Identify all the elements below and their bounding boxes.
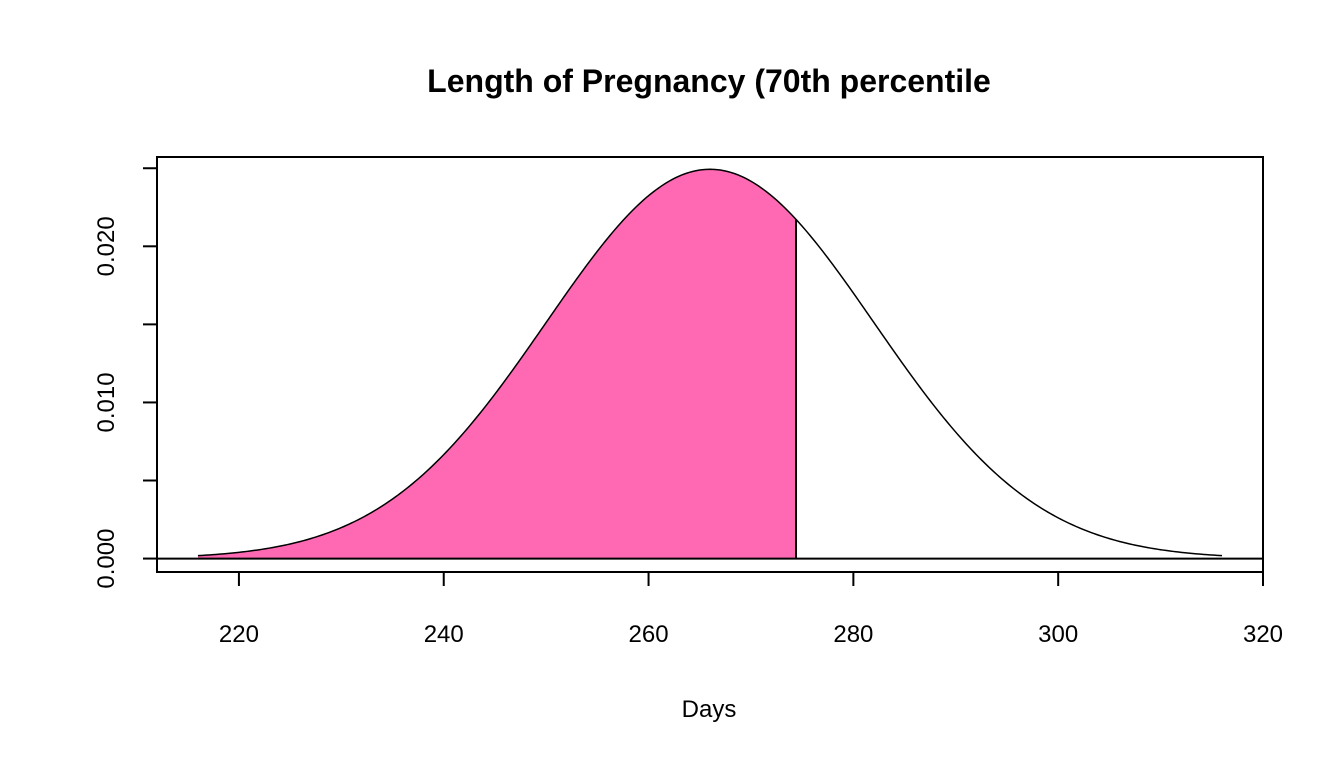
x-axis: 220 240 260 280 300 320	[219, 571, 1283, 648]
y-axis: 0.000 0.010 0.020	[93, 167, 158, 589]
x-tick-label: 220	[219, 621, 259, 648]
y-tick-label: 0.010	[93, 372, 120, 432]
y-tick-label: 0.020	[93, 216, 120, 276]
plot-area	[157, 168, 1263, 560]
x-tick-label: 280	[833, 621, 873, 648]
x-tick-label: 320	[1243, 621, 1283, 648]
x-tick-label: 260	[629, 621, 669, 648]
x-tick-label: 240	[424, 621, 464, 648]
density-curve	[197, 168, 1223, 557]
x-tick-label: 300	[1038, 621, 1078, 648]
y-tick-label: 0.000	[93, 529, 120, 589]
chart-title: Length of Pregnancy (70th percentile	[427, 63, 991, 99]
shaded-area	[197, 169, 797, 559]
x-axis-label: Days	[682, 696, 737, 723]
